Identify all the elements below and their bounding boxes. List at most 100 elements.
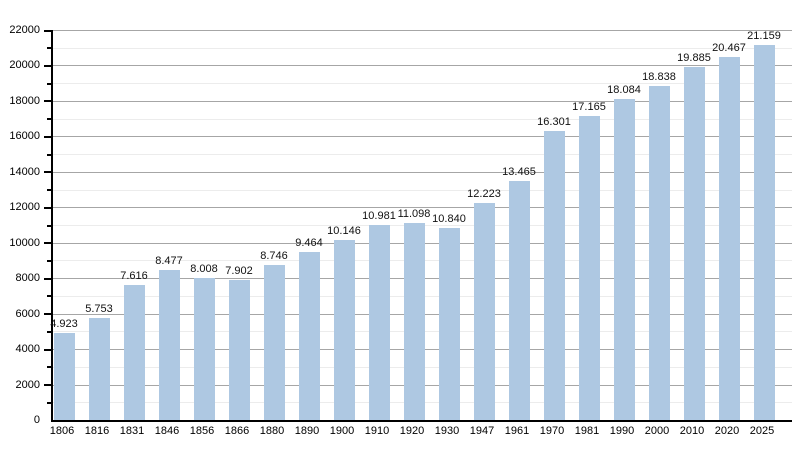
x-axis-tick-label: 2020 bbox=[714, 425, 740, 437]
bar-value-label: 19.885 bbox=[677, 52, 711, 65]
x-axis-tick-label: 1981 bbox=[574, 425, 600, 437]
x-axis-tick-label: 1816 bbox=[84, 425, 110, 437]
bar-1900 bbox=[333, 240, 355, 420]
x-axis-tick-label: 1930 bbox=[434, 425, 460, 437]
x-axis-tick-label: 1831 bbox=[119, 425, 145, 437]
bar-1930 bbox=[438, 228, 460, 420]
x-axis-tick-label: 1970 bbox=[539, 425, 565, 437]
y-axis-tick bbox=[47, 47, 51, 50]
y-axis-tick-label: 16000 bbox=[9, 130, 40, 143]
bar-value-label: 10.146 bbox=[327, 225, 361, 238]
major-gridline bbox=[53, 30, 792, 31]
y-axis-tick-label: 6000 bbox=[15, 307, 40, 320]
y-axis-tick bbox=[47, 189, 51, 192]
y-axis-tick bbox=[44, 100, 51, 103]
bar-2010 bbox=[683, 67, 705, 420]
y-axis-tick-label: 0 bbox=[33, 414, 40, 426]
y-axis-tick bbox=[47, 224, 51, 227]
y-axis-tick bbox=[44, 313, 51, 316]
minor-gridline bbox=[53, 47, 792, 49]
y-axis-tick bbox=[47, 259, 51, 262]
major-gridline bbox=[53, 65, 792, 67]
bar-value-label: 5.753 bbox=[85, 303, 113, 315]
x-axis-tick-label: 1866 bbox=[224, 425, 250, 437]
x-axis-tick-label: 1961 bbox=[504, 425, 530, 437]
x-axis-tick-label: 1920 bbox=[399, 425, 425, 437]
bar-1806 bbox=[53, 333, 75, 420]
y-axis-tick bbox=[44, 64, 51, 67]
bar-value-label: 10.840 bbox=[432, 212, 466, 225]
bar-value-label: 13.465 bbox=[502, 166, 536, 179]
plot-area: 4.923 5.753 7.616 8.477 8.008 7.902 8.746 9.464… bbox=[44, 29, 792, 422]
bar-value-label: 10.981 bbox=[362, 210, 396, 223]
bar-value-label: 8.008 bbox=[190, 263, 218, 276]
bar-value-label: 20.467 bbox=[712, 42, 746, 55]
y-axis-tick bbox=[44, 277, 51, 280]
x-axis-tick-label: 2000 bbox=[644, 425, 670, 437]
x-axis-tick-label: 1890 bbox=[294, 425, 320, 437]
bar-value-label: 18.084 bbox=[607, 84, 641, 97]
major-gridline bbox=[53, 171, 792, 173]
bar-value-label: 4.923 bbox=[50, 317, 78, 330]
bar-value-label: 7.616 bbox=[120, 269, 148, 282]
bar-value-label: 17.165 bbox=[572, 100, 606, 113]
x-axis-tick-label: 1846 bbox=[154, 425, 180, 437]
bar-1846 bbox=[158, 270, 180, 420]
x-axis-tick-label: 2025 bbox=[749, 425, 775, 437]
y-axis-tick-label: 8000 bbox=[15, 272, 40, 285]
y-axis-tick-label: 18000 bbox=[9, 94, 40, 107]
x-axis-tick-label: 2010 bbox=[679, 425, 705, 437]
bar-1856 bbox=[193, 278, 215, 420]
bar-1961 bbox=[508, 181, 530, 420]
minor-gridline bbox=[53, 83, 792, 85]
bar-1920 bbox=[403, 223, 425, 420]
y-axis-tick-label: 4000 bbox=[15, 343, 40, 356]
y-axis-tick bbox=[47, 82, 51, 85]
bar-value-label: 9.464 bbox=[295, 237, 323, 250]
bar-1890 bbox=[298, 252, 320, 420]
y-axis-tick-label: 22000 bbox=[9, 24, 40, 36]
bar-value-label: 16.301 bbox=[537, 116, 571, 129]
y-axis-tick bbox=[47, 330, 51, 333]
bar-1831 bbox=[123, 285, 145, 420]
y-axis-tick-label: 10000 bbox=[9, 236, 40, 249]
major-gridline bbox=[53, 207, 792, 209]
bar-2025 bbox=[753, 45, 775, 420]
y-axis-tick bbox=[44, 171, 51, 174]
bar-value-label: 12.223 bbox=[467, 188, 501, 201]
bar-value-label: 11.098 bbox=[397, 208, 431, 221]
y-axis-tick bbox=[44, 29, 51, 32]
bar-2000 bbox=[648, 86, 670, 420]
x-axis-tick-label: 1856 bbox=[189, 425, 215, 437]
y-axis-tick bbox=[47, 295, 51, 298]
minor-gridline bbox=[53, 118, 792, 120]
bar-value-label: 21.159 bbox=[747, 29, 781, 42]
major-gridline bbox=[53, 100, 792, 102]
x-axis-tick-label: 1806 bbox=[49, 425, 75, 437]
bar-1947 bbox=[473, 203, 495, 420]
x-axis-tick-label: 1910 bbox=[364, 425, 390, 437]
bar-1910 bbox=[368, 225, 390, 420]
y-axis-tick bbox=[44, 384, 51, 387]
y-axis-tick-label: 12000 bbox=[9, 201, 40, 214]
y-axis-tick bbox=[47, 153, 51, 156]
x-axis-tick-label: 1990 bbox=[609, 425, 635, 437]
bar-1970 bbox=[543, 131, 565, 420]
bar-2020 bbox=[718, 57, 740, 420]
bar-1981 bbox=[578, 116, 600, 420]
y-axis-tick bbox=[47, 401, 51, 404]
x-axis-tick-label: 1900 bbox=[329, 425, 355, 437]
y-axis-tick-label: 2000 bbox=[15, 378, 40, 391]
y-axis-tick bbox=[47, 118, 51, 121]
bar-value-label: 7.902 bbox=[225, 264, 253, 277]
y-axis-tick bbox=[44, 242, 51, 245]
bar-1816 bbox=[88, 318, 110, 420]
minor-gridline bbox=[53, 154, 792, 156]
x-axis-tick-label: 1947 bbox=[469, 425, 495, 437]
y-axis-tick-label: 14000 bbox=[9, 165, 40, 178]
x-axis-tick-label: 1880 bbox=[259, 425, 285, 437]
bar-1990 bbox=[613, 99, 635, 420]
y-axis-tick-label: 20000 bbox=[9, 59, 40, 72]
y-axis-tick bbox=[47, 366, 51, 369]
